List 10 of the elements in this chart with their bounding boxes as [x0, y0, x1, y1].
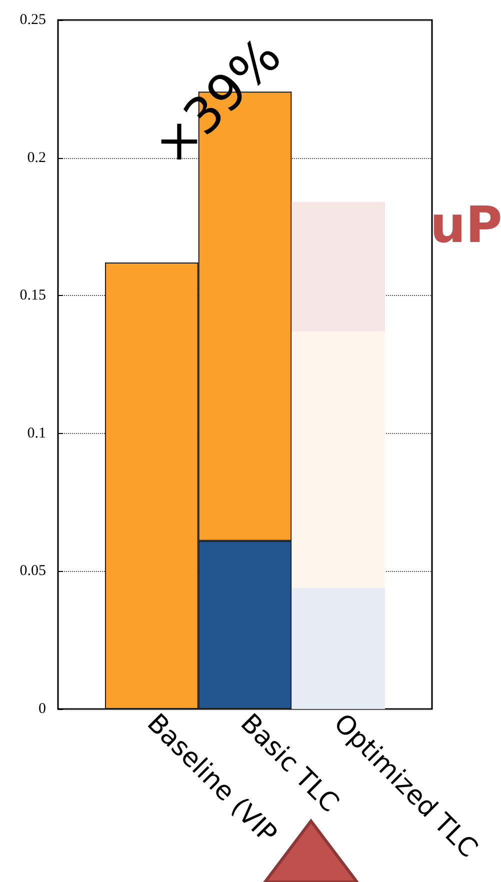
y-tick-label: 0: [38, 701, 46, 717]
bar: [292, 588, 385, 709]
y-tick-label: 0.25: [20, 12, 46, 28]
annotation: uP: [430, 196, 501, 254]
bar: [292, 331, 385, 588]
y-tick-label: 0.2: [27, 150, 46, 166]
y-tick-label: 0.15: [20, 288, 46, 304]
y-tick-label: 0.1: [27, 425, 46, 442]
y-tick-label: 0.05: [20, 563, 46, 580]
bar: [292, 202, 385, 332]
